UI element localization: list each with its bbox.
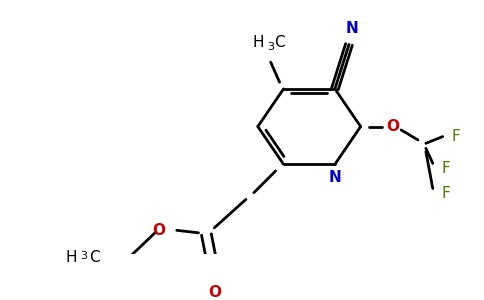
Text: H: H [252, 34, 264, 50]
Text: 3: 3 [80, 251, 87, 261]
Text: N: N [329, 170, 341, 185]
Text: O: O [152, 223, 165, 238]
Text: N: N [346, 21, 358, 36]
Text: O: O [208, 285, 221, 300]
Text: C: C [89, 250, 99, 266]
Text: C: C [274, 34, 285, 50]
Text: F: F [442, 186, 451, 201]
Text: F: F [442, 161, 451, 176]
Text: 3: 3 [267, 42, 274, 52]
Text: H: H [65, 250, 77, 266]
Text: F: F [452, 129, 460, 144]
Text: O: O [386, 119, 399, 134]
